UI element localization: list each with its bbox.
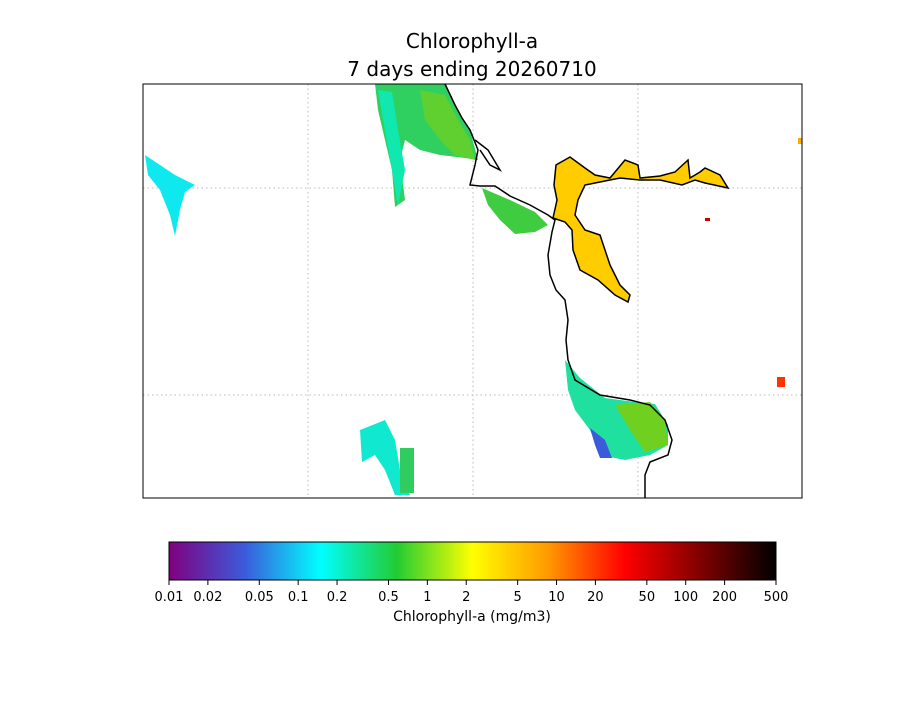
map-frame — [142, 83, 803, 499]
colorbar-tick-label: 200 — [712, 590, 737, 605]
colorbar-tick-label: 20 — [587, 590, 604, 605]
chlorophyll-patches — [145, 84, 802, 495]
map — [142, 83, 803, 499]
title-line: 7 days ending 20260710 — [347, 57, 596, 81]
coastline — [474, 139, 502, 172]
coastline — [444, 83, 673, 498]
colorbar-tick-label: 0.02 — [193, 590, 222, 605]
colorbar-tick-label: 50 — [639, 590, 656, 605]
colorbar-tick-label: 5 — [514, 590, 522, 605]
colorbar-tick-label: 0.1 — [288, 590, 309, 605]
colorbar-tick-label: 0.2 — [327, 590, 348, 605]
colorbar-label: Chlorophyll-a (mg/m3) — [393, 609, 551, 625]
colorbar-tick-label: 1 — [423, 590, 431, 605]
colorbar-tick-label: 500 — [764, 590, 789, 605]
colorbar-tick-label: 0.01 — [155, 590, 184, 605]
colorbar-tick-label: 100 — [673, 590, 698, 605]
colorbar-tick-label: 0.5 — [378, 590, 399, 605]
colorbar: Chlorophyll-a (mg/m3) 0.01 0.02 0.05 0.1 0.2… — [155, 541, 789, 625]
colorbar-tick-label: 0.05 — [245, 590, 274, 605]
title-line: Chlorophyll-a — [406, 29, 538, 53]
bay — [552, 156, 730, 304]
colorbar-tick-label: 2 — [462, 590, 470, 605]
colorbar-tick-label: 10 — [548, 590, 565, 605]
colorbar-bar — [168, 541, 777, 581]
